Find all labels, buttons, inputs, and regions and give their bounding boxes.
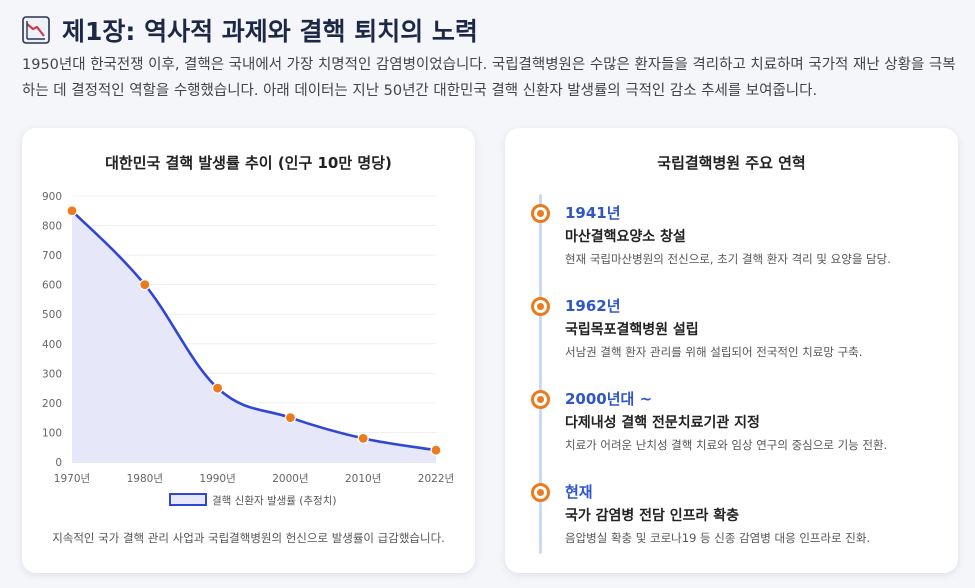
x-tick-label: 2022년 (418, 473, 454, 485)
timeline-card: 국립결핵병원 주요 연혁 1941년 마산결핵요양소 창설 현재 국립마산병원의… (505, 128, 958, 573)
data-point (284, 412, 296, 424)
timeline-dot-icon (531, 297, 550, 316)
data-point (357, 432, 369, 444)
timeline-heading: 국립목포결핵병원 설립 (565, 322, 699, 338)
x-tick-label: 1980년 (127, 473, 163, 485)
trending-down-chart-icon (22, 16, 50, 44)
timeline-year: 2000년대 ~ (565, 390, 653, 408)
y-tick-label: 300 (42, 368, 62, 380)
intro-text: 1950년대 한국전쟁 이후, 결핵은 국내에서 가장 치명적인 감염병이었습니… (22, 57, 956, 99)
timeline-dot-icon (531, 390, 550, 409)
timeline-item: 1941년 마산결핵요양소 창설 현재 국립마산병원의 전신으로, 초기 결핵 … (505, 202, 958, 282)
chart-card: 대한민국 결핵 발생률 추이 (인구 10만 명당) 0 100 200 300 400… (22, 128, 475, 573)
data-point (430, 444, 442, 456)
page-title: 제1장: 역사적 과제와 결핵 퇴치의 노력 (22, 12, 478, 48)
timeline-year: 현재 (565, 483, 593, 501)
incidence-chart: 0 100 200 300 400 500 600 700 800 900 1970년 1980년 19… (42, 191, 454, 507)
y-tick-label: 200 (42, 398, 62, 410)
y-tick-label: 800 (42, 221, 62, 233)
x-tick-label: 1970년 (54, 473, 90, 485)
data-point (139, 279, 151, 291)
page-title-text: 제1장: 역사적 과제와 결핵 퇴치의 노력 (62, 17, 478, 46)
x-tick-label: 1990년 (199, 473, 235, 485)
timeline-line (539, 194, 542, 554)
timeline-description: 치료가 어려운 난치성 결핵 치료와 임상 연구의 중심으로 기능 전환. (565, 438, 888, 452)
x-tick-label: 2010년 (345, 473, 381, 485)
timeline-dot-icon (531, 204, 550, 223)
x-tick-label: 2000년 (272, 473, 308, 485)
data-point (212, 382, 224, 394)
timeline-item: 2000년대 ~ 다제내성 결핵 전문치료기관 지정 치료가 어려운 난치성 결… (505, 388, 958, 468)
y-tick-label: 500 (42, 309, 62, 321)
timeline-heading: 국가 감염병 전담 인프라 확충 (565, 508, 740, 524)
y-tick-label: 600 (42, 280, 62, 292)
timeline-item: 1962년 국립목포결핵병원 설립 서남권 결핵 환자 관리를 위해 설립되어 … (505, 295, 958, 375)
y-tick-label: 0 (55, 457, 62, 469)
timeline-item: 현재 국가 감염병 전담 인프라 확충 음압병실 확충 및 코로나19 등 신종… (505, 481, 958, 561)
timeline-description: 음압병실 확충 및 코로나19 등 신종 감염병 대응 인프라로 진화. (565, 531, 871, 545)
legend-label: 결핵 신환자 발생률 (추정치) (212, 495, 336, 507)
y-tick-label: 900 (42, 191, 62, 203)
chart-title: 대한민국 결핵 발생률 추이 (인구 10만 명당) (105, 154, 392, 172)
timeline-year: 1962년 (565, 297, 621, 315)
timeline-title: 국립결핵병원 주요 연혁 (657, 154, 806, 172)
timeline-dot-icon (531, 483, 550, 502)
timeline-description: 현재 국립마산병원의 전신으로, 초기 결핵 환자 격리 및 요양을 담당. (565, 252, 891, 266)
series-area (72, 210, 436, 462)
y-tick-label: 100 (42, 427, 62, 439)
timeline-heading: 마산결핵요양소 창설 (565, 229, 686, 245)
timeline-description: 서남권 결핵 환자 관리를 위해 설립되어 전국적인 치료망 구축. (565, 345, 863, 359)
data-point (66, 205, 78, 217)
chart-note: 지속적인 국가 결핵 관리 사업과 국립결핵병원의 헌신으로 발생률이 급감했습… (52, 531, 445, 545)
y-tick-label: 400 (42, 339, 62, 351)
legend-swatch (169, 493, 207, 506)
y-tick-label: 700 (42, 250, 62, 262)
timeline-year: 1941년 (565, 204, 621, 222)
timeline-heading: 다제내성 결핵 전문치료기관 지정 (565, 415, 760, 431)
